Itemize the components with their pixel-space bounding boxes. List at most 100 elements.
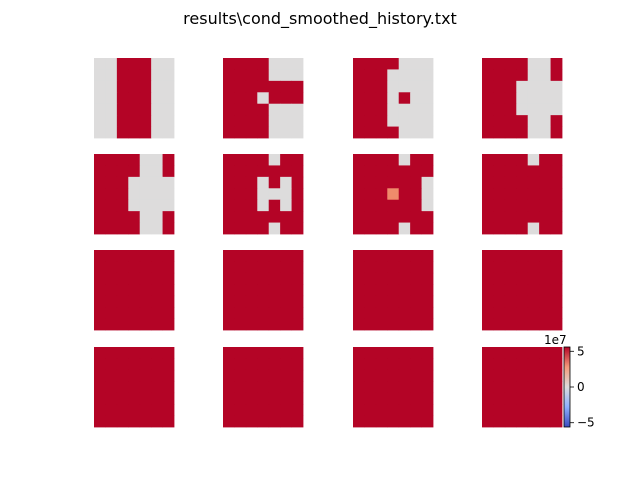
heatmap-cell	[105, 58, 118, 70]
heatmap-cell	[550, 103, 563, 116]
heatmap-cell	[364, 295, 377, 308]
heatmap-cell	[139, 154, 152, 166]
heatmap-cell	[493, 115, 506, 127]
heatmap-cell	[550, 318, 563, 331]
heatmap-cell	[234, 165, 247, 178]
heatmap-cell	[504, 199, 517, 212]
heatmap-cell	[268, 103, 281, 116]
heatmap-cell	[504, 261, 517, 274]
heatmap-cell	[364, 176, 377, 189]
heatmap-cell	[116, 284, 129, 297]
heatmap-cell	[364, 392, 377, 405]
heatmap-cell	[139, 272, 152, 285]
heatmap-cell	[550, 211, 563, 223]
heatmap-cell	[234, 415, 247, 428]
heatmap-cell	[516, 154, 529, 166]
heatmap-cell	[398, 295, 411, 308]
heatmap-cell	[268, 307, 281, 319]
heatmap-cell	[280, 69, 292, 82]
heatmap-cell	[105, 211, 118, 223]
heatmap-cell	[421, 295, 434, 308]
heatmap-cell	[539, 92, 551, 105]
heatmap-cell	[353, 358, 365, 371]
heatmap-cell	[353, 199, 365, 212]
heatmap-cell	[291, 211, 304, 223]
heatmap-cell	[550, 176, 563, 189]
heatmap-cell	[550, 154, 563, 166]
heatmap-cell	[527, 358, 540, 371]
heatmap-cell	[387, 115, 400, 127]
heatmap-cell	[128, 176, 141, 189]
heatmap-cell	[482, 415, 494, 428]
heatmap-cell	[105, 347, 118, 359]
heatmap-cell	[223, 92, 235, 105]
heatmap-cell	[398, 92, 411, 105]
heatmap-cell	[257, 347, 270, 359]
heatmap-cell	[516, 369, 529, 382]
heatmap-panels	[94, 58, 563, 428]
heatmap-cell	[116, 392, 129, 405]
heatmap-cell	[94, 176, 106, 189]
heatmap-cell	[162, 58, 175, 70]
heatmap-cell	[291, 154, 304, 166]
heatmap-cell	[234, 404, 247, 416]
heatmap-cell	[527, 295, 540, 308]
heatmap-cell	[421, 392, 434, 405]
heatmap-cell	[516, 92, 529, 105]
heatmap-cell	[516, 176, 529, 189]
heatmap-cell	[94, 154, 106, 166]
heatmap-cell	[234, 211, 247, 223]
heatmap-cell	[527, 222, 540, 235]
heatmap-cell	[257, 295, 270, 308]
heatmap-cell	[539, 307, 551, 319]
heatmap-cell	[550, 404, 563, 416]
heatmap-cell	[504, 58, 517, 70]
heatmap-panel-6	[223, 154, 304, 235]
heatmap-cell	[234, 92, 247, 105]
heatmap-cell	[516, 261, 529, 274]
heatmap-cell	[223, 295, 235, 308]
heatmap-cell	[128, 272, 141, 285]
heatmap-cell	[245, 404, 258, 416]
heatmap-cell	[504, 404, 517, 416]
heatmap-panel-10	[223, 250, 304, 331]
heatmap-cell	[421, 222, 434, 235]
heatmap-cell	[504, 176, 517, 189]
heatmap-cell	[353, 284, 365, 297]
heatmap-cell	[116, 126, 129, 139]
heatmap-cell	[139, 307, 152, 319]
heatmap-cell	[151, 295, 163, 308]
heatmap-cell	[105, 284, 118, 297]
heatmap-cell	[245, 69, 258, 82]
heatmap-cell	[493, 222, 506, 235]
heatmap-cell	[504, 92, 517, 105]
heatmap-cell	[280, 188, 292, 201]
heatmap-cell	[550, 69, 563, 82]
heatmap-cell	[375, 126, 388, 139]
heatmap-cell	[421, 307, 434, 319]
heatmap-cell	[527, 318, 540, 331]
heatmap-cell	[410, 176, 422, 189]
heatmap-cell	[550, 369, 563, 382]
heatmap-cell	[223, 211, 235, 223]
heatmap-cell	[539, 272, 551, 285]
heatmap-cell	[105, 295, 118, 308]
heatmap-cell	[105, 415, 118, 428]
heatmap-cell	[139, 58, 152, 70]
colorbar-ticks: 5 0 −5	[570, 344, 595, 430]
heatmap-cell	[353, 250, 365, 262]
heatmap-panel-9	[94, 250, 175, 331]
heatmap-cell	[94, 58, 106, 70]
heatmap-cell	[410, 307, 422, 319]
heatmap-cell	[539, 347, 551, 359]
heatmap-cell	[151, 284, 163, 297]
heatmap-cell	[375, 295, 388, 308]
heatmap-cell	[375, 222, 388, 235]
heatmap-panel-11	[353, 250, 434, 331]
heatmap-cell	[421, 126, 434, 139]
heatmap-cell	[280, 347, 292, 359]
heatmap-cell	[128, 381, 141, 394]
heatmap-cell	[268, 58, 281, 70]
heatmap-cell	[151, 80, 163, 93]
heatmap-cell	[223, 369, 235, 382]
